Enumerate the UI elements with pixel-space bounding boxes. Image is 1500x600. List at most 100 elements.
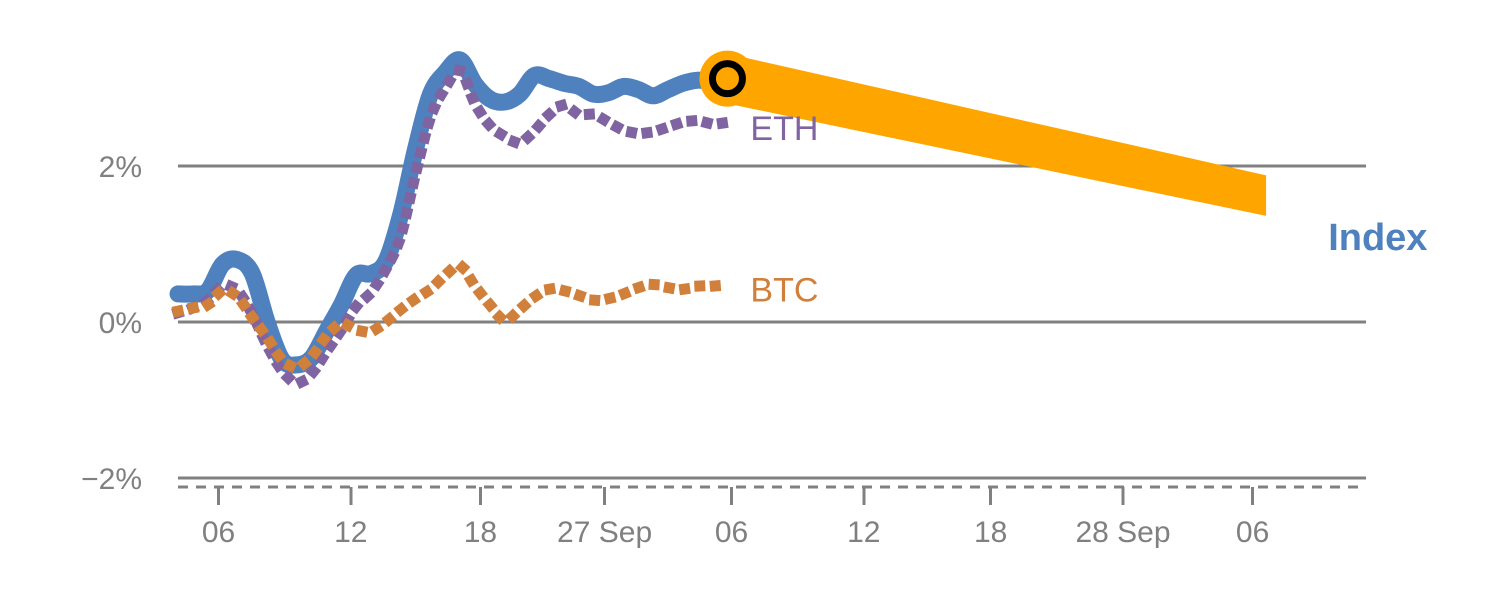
series-dot — [262, 334, 278, 351]
series-dot — [648, 278, 660, 291]
series-dot — [355, 324, 369, 338]
x-tick-label: 28 Sep — [1075, 516, 1170, 549]
series-dot — [316, 331, 332, 348]
series-dot — [294, 374, 310, 390]
series-dot — [253, 322, 270, 338]
series-dot — [481, 116, 497, 133]
series-dot — [472, 104, 488, 120]
y-tick-label: 2% — [99, 151, 142, 184]
forecast-band-shape — [727, 53, 1267, 216]
series-dot — [326, 320, 342, 336]
series-dot — [400, 206, 414, 220]
series-dot — [270, 347, 287, 364]
series-dot — [410, 161, 424, 175]
series-dot — [460, 76, 475, 91]
x-tick-label: 06 — [1236, 516, 1269, 549]
series-dot — [596, 111, 612, 127]
series-dot — [655, 122, 670, 137]
x-tick-marks-group — [217, 487, 1255, 505]
series-dot — [441, 73, 457, 89]
series-dot — [307, 344, 323, 360]
series-dot — [384, 249, 400, 265]
x-tick-label: 18 — [464, 516, 497, 549]
series-dot — [186, 301, 200, 315]
x-tick-label: 06 — [202, 516, 235, 549]
y-tick-label: 0% — [99, 307, 142, 340]
series-dot — [381, 311, 397, 328]
x-tick-label: 18 — [974, 516, 1007, 549]
series-dot — [588, 294, 601, 307]
series-dot — [566, 104, 583, 120]
forecast-band — [727, 53, 1267, 216]
series-dot — [282, 358, 298, 374]
series-dot — [417, 131, 432, 145]
series-dot — [700, 116, 714, 130]
series-dot — [235, 296, 252, 313]
gridlines-group — [178, 164, 1366, 480]
series-dot — [305, 363, 322, 380]
x-tick-label: 27 Sep — [557, 516, 652, 549]
series-dot — [632, 280, 646, 295]
series-dot — [403, 191, 417, 205]
data-series-group — [169, 51, 736, 390]
series-dot — [296, 355, 313, 372]
series-dot — [709, 279, 722, 292]
series-dot — [541, 106, 557, 123]
series-dot — [210, 285, 227, 302]
series-dot — [433, 86, 449, 103]
series-dot — [405, 292, 422, 308]
series-dot — [472, 285, 488, 301]
series-dot — [225, 285, 241, 302]
series-dot — [482, 297, 498, 313]
series-dot — [171, 304, 185, 318]
series-dot — [603, 291, 617, 305]
series-dot — [504, 308, 521, 324]
series-labels-group: Index ETH BTC — [750, 110, 1427, 309]
series-dot — [369, 276, 385, 292]
series-dot — [406, 176, 421, 190]
series-dot — [694, 280, 706, 292]
series-dot — [426, 101, 442, 116]
series-dot — [493, 126, 509, 142]
series-dot — [530, 118, 547, 135]
series-dot — [716, 116, 729, 130]
series-dot — [391, 235, 406, 251]
series-label-index: Index — [1328, 217, 1427, 259]
series-dot — [685, 114, 698, 127]
series-dot — [617, 286, 632, 301]
x-tick-label: 12 — [847, 516, 880, 549]
series-dot — [528, 288, 544, 304]
series-dot — [419, 284, 435, 300]
series-dot — [377, 263, 393, 279]
series-dot — [348, 298, 364, 315]
marker-dot[interactable] — [708, 60, 746, 98]
series-dot — [669, 117, 684, 131]
x-axis-tick-labels: 06 12 18 27 Sep 06 12 18 28 Sep 06 — [202, 516, 1269, 549]
series-dot — [520, 129, 536, 146]
y-axis-tick-labels: 2% 0% −2% — [81, 151, 142, 496]
series-dot — [393, 301, 409, 318]
series-dot — [662, 281, 676, 295]
series-dot — [543, 282, 557, 296]
series-dot — [678, 282, 691, 296]
series-dot — [441, 263, 458, 280]
forecast-origin-marker — [699, 50, 756, 107]
series-dot — [558, 284, 572, 298]
series-dot — [340, 317, 356, 333]
series-dot — [454, 259, 471, 276]
series-label-eth: ETH — [750, 110, 818, 148]
series-dot — [270, 357, 287, 374]
series-dot — [507, 134, 522, 149]
series-dot — [430, 274, 447, 290]
series-line — [169, 51, 736, 374]
series-dot — [369, 321, 385, 337]
series-dot — [244, 309, 260, 325]
series-dot — [280, 369, 297, 386]
series-dot — [414, 146, 428, 160]
series-index — [169, 51, 736, 374]
series-dot — [200, 296, 216, 313]
series-dot — [452, 64, 466, 78]
series-dot — [359, 288, 376, 305]
